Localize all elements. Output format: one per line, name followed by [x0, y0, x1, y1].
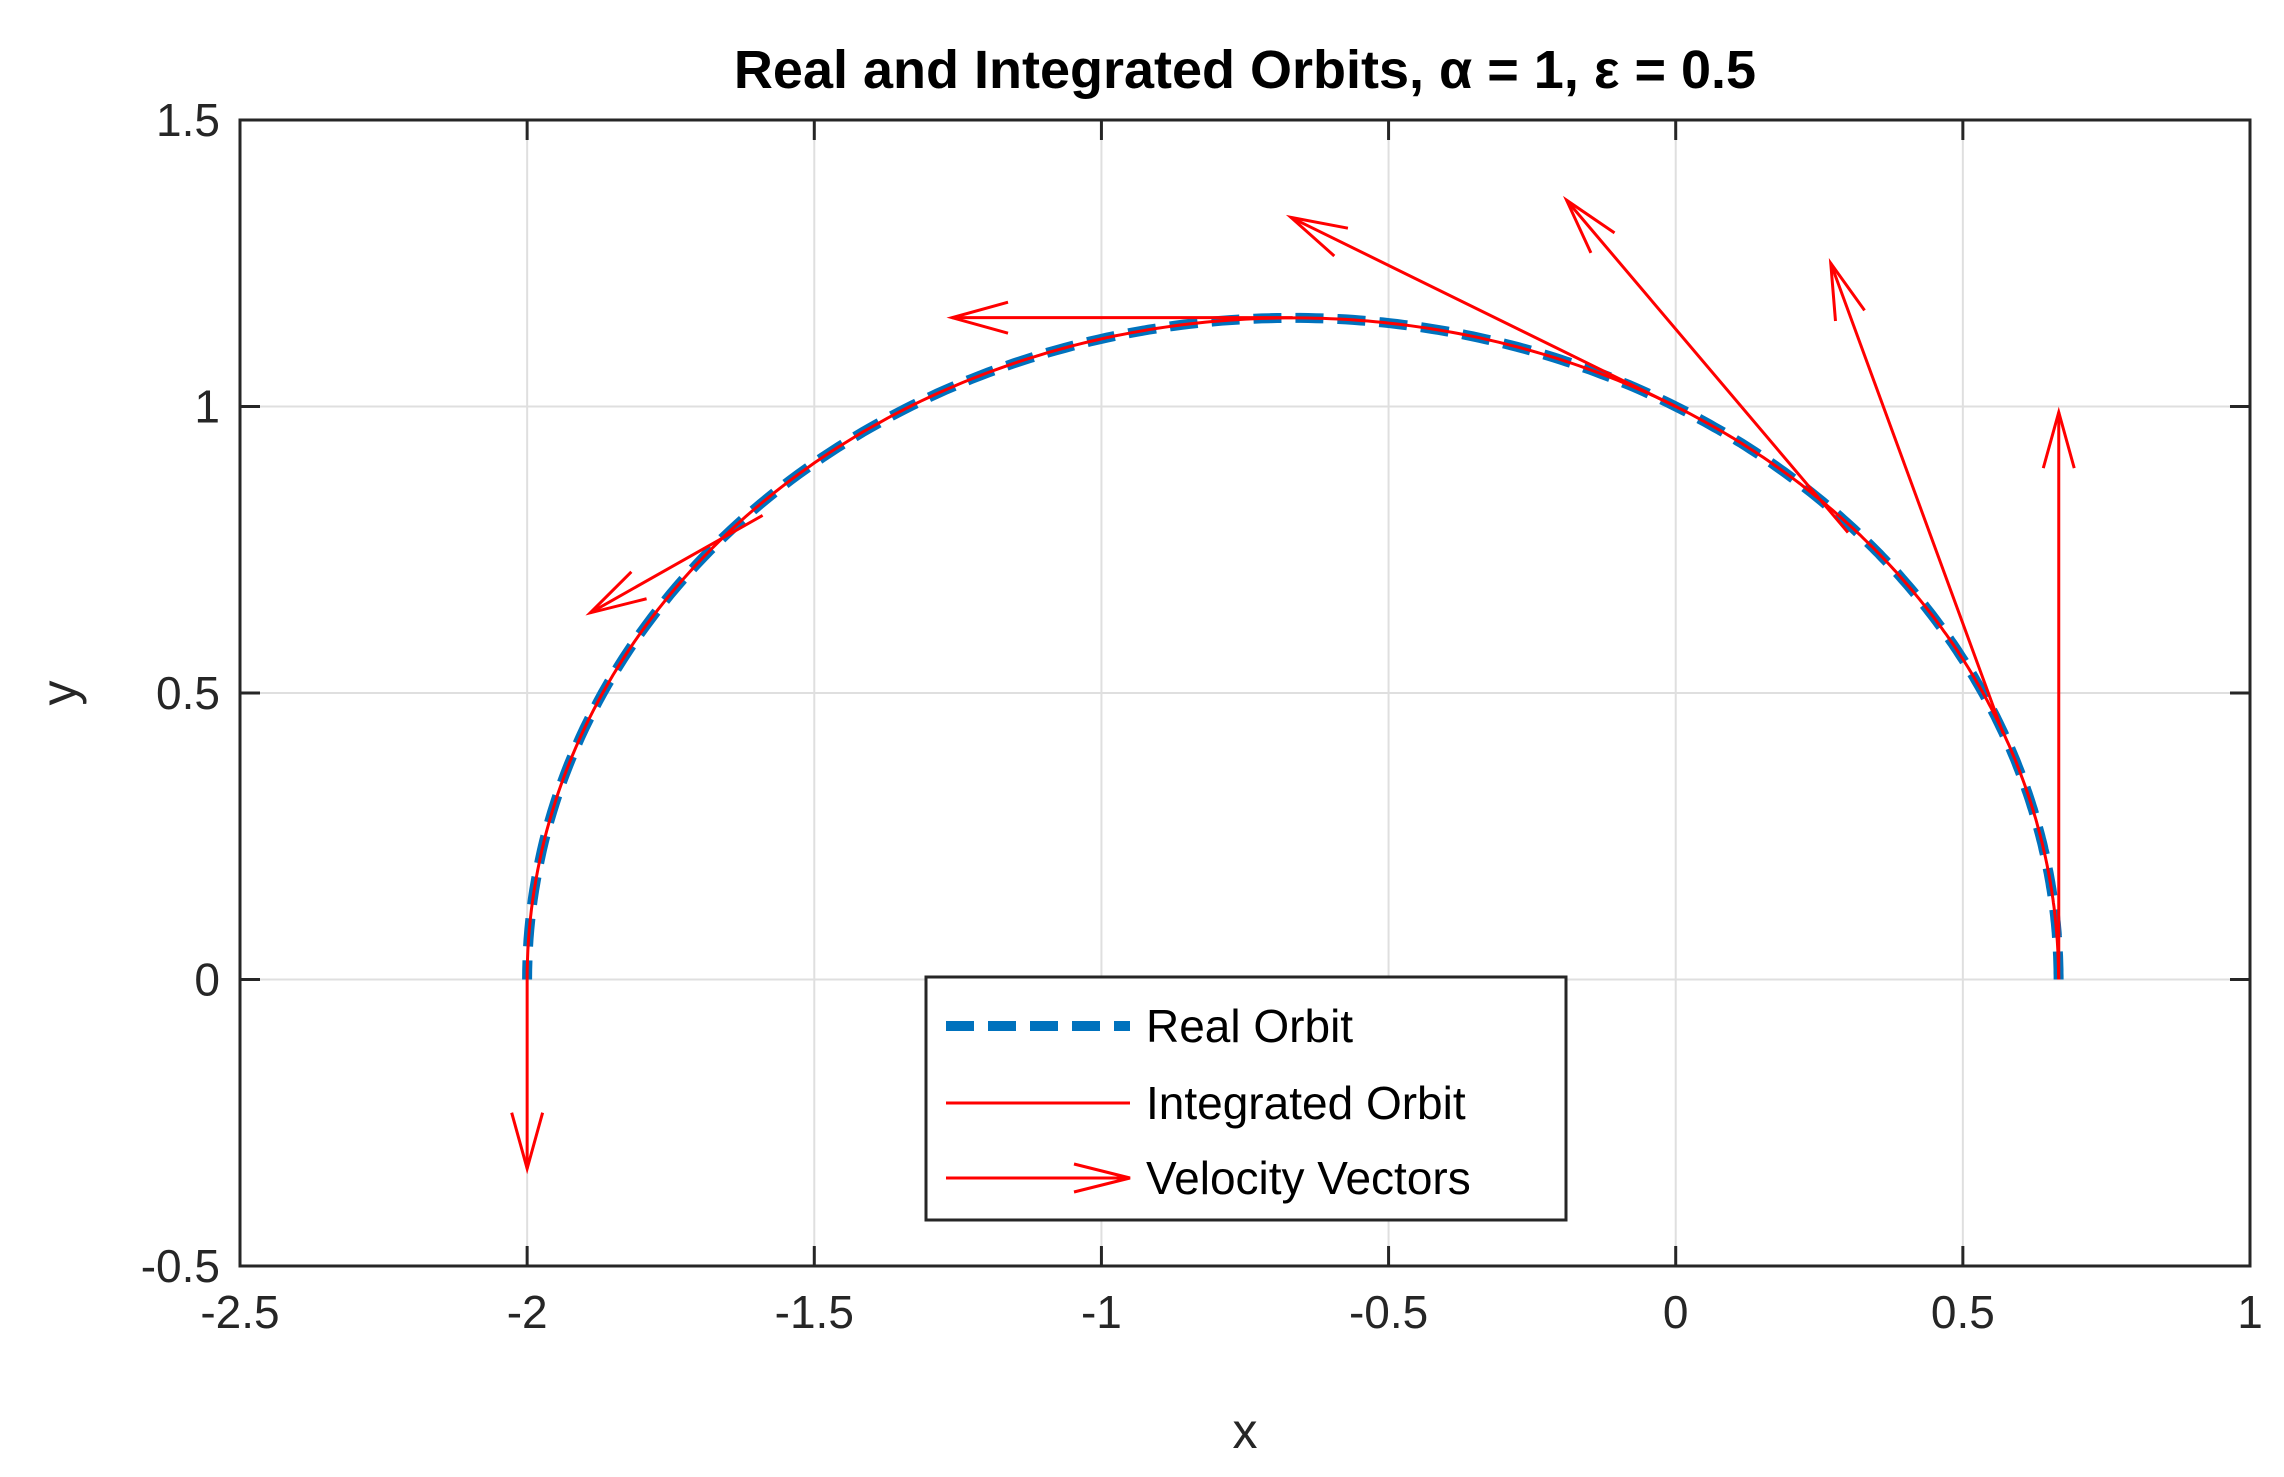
- velocity-vector-shaft: [589, 514, 764, 615]
- velocity-vector-head: [946, 300, 1009, 335]
- velocity-vector-head: [1828, 257, 1866, 322]
- velocity-vector: [1285, 214, 1677, 408]
- x-tick-label: -0.5: [1349, 1286, 1428, 1338]
- legend: Real Orbit Integrated Orbit Velocity Vec…: [924, 975, 1568, 1222]
- y-tick-label: 0.5: [156, 667, 220, 719]
- x-tick-label: -1.5: [775, 1286, 854, 1338]
- y-axis-label: y: [31, 681, 87, 706]
- legend-swatch-velocity-vectors: [946, 1162, 1131, 1194]
- legend-label-velocity-vectors: Velocity Vectors: [1146, 1152, 1471, 1204]
- x-tick-label: -2.5: [200, 1286, 279, 1338]
- velocity-vector: [510, 979, 545, 1175]
- axis-ticks: -2.5 -2 -1.5 -1 -0.5 0 0.5 1 -0.5 0 0.5 1 1.5: [141, 94, 2263, 1338]
- velocity-vector-head: [1562, 195, 1616, 254]
- y-tick-label: -0.5: [141, 1240, 220, 1292]
- velocity-vector: [1562, 195, 1850, 534]
- velocity-vector-shaft: [1290, 216, 1677, 408]
- y-tick-label: 1.5: [156, 94, 220, 146]
- y-tick-label: 1: [194, 381, 220, 433]
- x-tick-label: -1: [1081, 1286, 1122, 1338]
- legend-label-integrated-orbit: Integrated Orbit: [1146, 1077, 1466, 1129]
- x-tick-label: 0.5: [1931, 1286, 1995, 1338]
- velocity-vector-head: [585, 570, 647, 616]
- velocity-vector-head: [510, 1112, 545, 1175]
- velocity-vectors-layer: [510, 195, 2076, 1175]
- legend-label-real-orbit: Real Orbit: [1146, 1000, 1353, 1052]
- velocity-vector: [2041, 406, 2076, 980]
- velocity-vector-head: [2041, 406, 2076, 469]
- velocity-vector: [1828, 257, 2005, 734]
- chart-title: Real and Integrated Orbits, α = 1, ε = 0…: [734, 40, 1756, 100]
- velocity-vector: [946, 300, 1293, 335]
- y-tick-label: 0: [194, 954, 220, 1006]
- x-axis-label: x: [1233, 1403, 1258, 1459]
- velocity-vector-head: [1285, 214, 1349, 258]
- velocity-vector: [585, 514, 764, 616]
- x-tick-label: 0: [1663, 1286, 1689, 1338]
- velocity-vector-shaft: [1565, 199, 1850, 534]
- velocity-vector-shaft: [1829, 262, 2005, 734]
- x-tick-label: -2: [507, 1286, 548, 1338]
- x-tick-label: 1: [2237, 1286, 2263, 1338]
